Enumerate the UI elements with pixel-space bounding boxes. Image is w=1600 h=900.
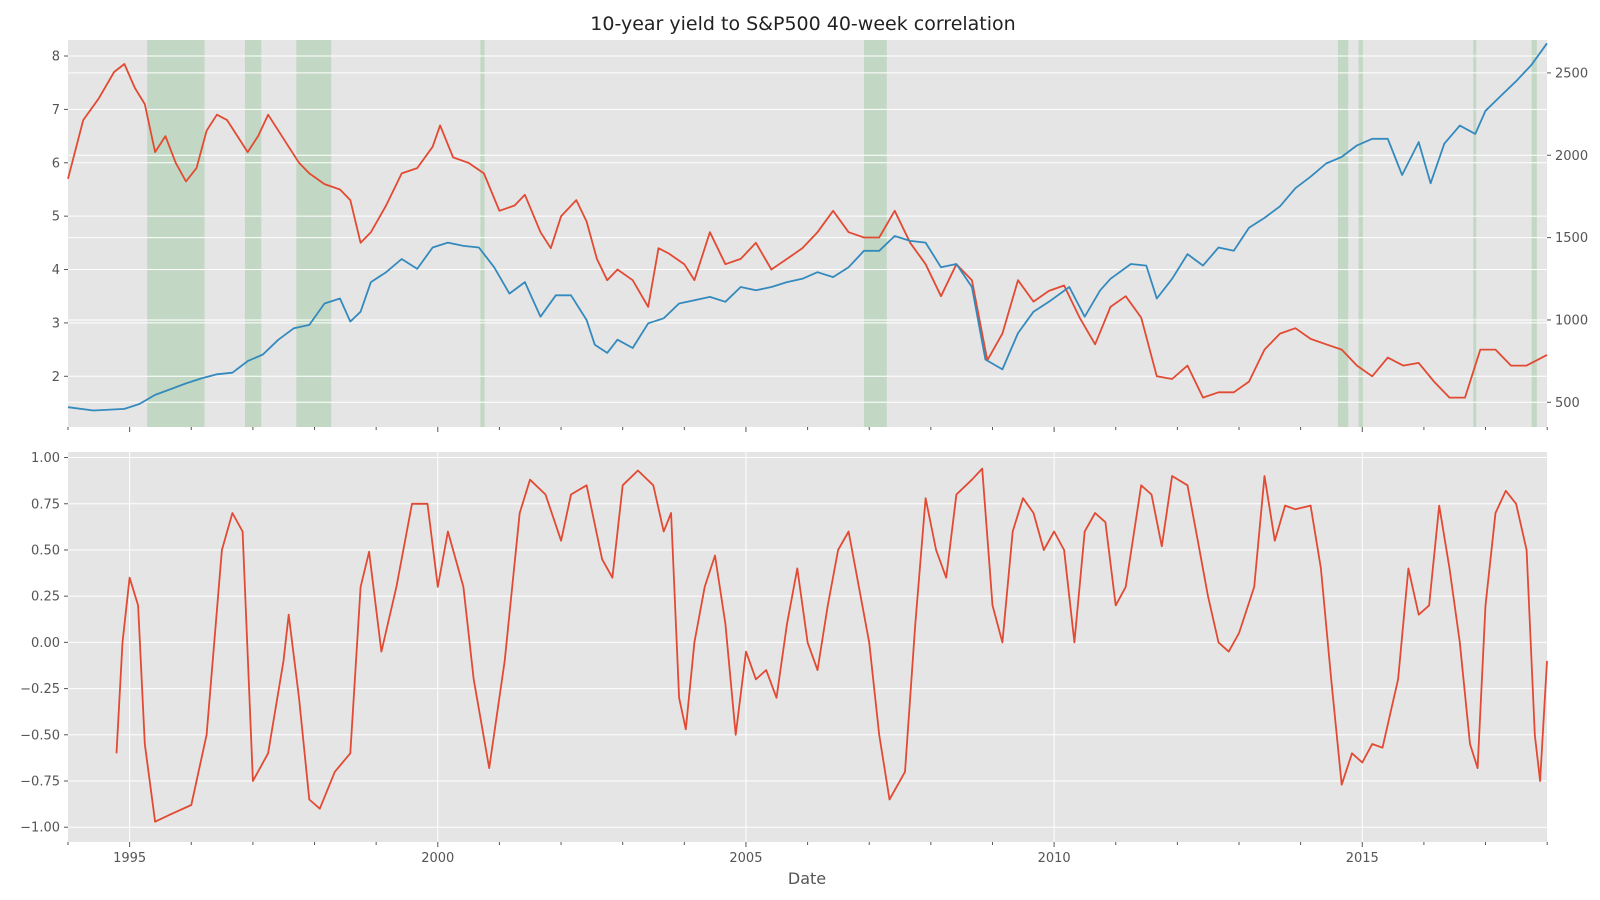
bottom-y-tick-label: −0.25 xyxy=(20,682,60,697)
shaded-span-6 xyxy=(1337,40,1349,427)
top-left-tick-label: 4 xyxy=(52,263,60,278)
top-shaded-spans xyxy=(147,40,1537,427)
bottom-x-tick-label: 2005 xyxy=(729,851,762,866)
bottom-y-tick-label: −1.00 xyxy=(20,821,60,836)
top-right-tick-label: 2500 xyxy=(1555,66,1588,81)
bottom-x-tick-label: 2010 xyxy=(1038,851,1071,866)
top-left-axis-ticks: 2 3 4 5 6 7 8 xyxy=(52,50,68,385)
x-axis-label: Date xyxy=(788,869,826,888)
bottom-y-tick-label: 0.75 xyxy=(31,497,60,512)
yield-series-line xyxy=(67,63,1548,399)
bottom-y-tick-label: 0.50 xyxy=(31,543,60,558)
top-series-lines xyxy=(67,42,1548,412)
bottom-x-tick-label: 2000 xyxy=(421,851,454,866)
bottom-x-ticks: 1995 2000 2005 2010 2015 xyxy=(67,842,1548,866)
bottom-y-tick-label: 0.00 xyxy=(31,636,60,651)
bottom-x-tick-label: 1995 xyxy=(113,851,146,866)
shaded-span-1 xyxy=(147,40,205,427)
bottom-series-lines xyxy=(115,467,1548,823)
bottom-y-tick-label: 1.00 xyxy=(31,451,60,466)
bottom-y-ticks: 1.00 0.75 0.50 0.25 0.00 −0.25 −0.50 −0.75 −1.00 xyxy=(20,451,68,836)
top-left-tick-label: 6 xyxy=(52,156,60,171)
top-right-axis-ticks: 500 1000 1500 2000 2500 xyxy=(1547,66,1588,411)
shaded-span-3 xyxy=(296,40,332,427)
shaded-span-4 xyxy=(480,40,485,427)
chart-title: 10-year yield to S&P500 40-week correlat… xyxy=(590,13,1015,35)
bottom-y-tick-label: −0.75 xyxy=(20,775,60,790)
sp500-series-line xyxy=(67,42,1548,412)
bottom-panel-background xyxy=(68,452,1547,842)
top-left-tick-label: 5 xyxy=(52,210,60,225)
top-left-tick-label: 8 xyxy=(52,50,60,65)
bottom-gridlines xyxy=(68,452,1547,842)
shaded-span-5 xyxy=(863,40,887,427)
top-left-tick-label: 7 xyxy=(52,103,60,118)
top-panel-background xyxy=(68,40,1547,427)
top-panel: 2 3 4 5 6 7 8 500 1000 1500 2000 2500 xyxy=(52,40,1588,432)
top-gridlines xyxy=(68,55,1547,403)
bottom-y-tick-label: 0.25 xyxy=(31,590,60,605)
shaded-span-8 xyxy=(1473,40,1477,427)
top-right-tick-label: 2000 xyxy=(1555,149,1588,164)
bottom-x-tick-label: 2015 xyxy=(1346,851,1379,866)
shaded-span-2 xyxy=(244,40,262,427)
bottom-y-tick-label: −0.50 xyxy=(20,728,60,743)
top-right-tick-label: 1000 xyxy=(1555,313,1588,328)
top-left-tick-label: 2 xyxy=(52,370,60,385)
bottom-panel: 1.00 0.75 0.50 0.25 0.00 −0.25 −0.50 −0.75 −1.00… xyxy=(20,451,1548,866)
shaded-span-7 xyxy=(1358,40,1363,427)
correlation-series-line xyxy=(115,467,1548,823)
top-x-ticks xyxy=(67,427,1548,432)
top-right-tick-label: 1500 xyxy=(1555,231,1588,246)
shaded-span-9 xyxy=(1531,40,1537,427)
top-right-tick-label: 500 xyxy=(1555,396,1580,411)
top-left-tick-label: 3 xyxy=(52,316,60,331)
